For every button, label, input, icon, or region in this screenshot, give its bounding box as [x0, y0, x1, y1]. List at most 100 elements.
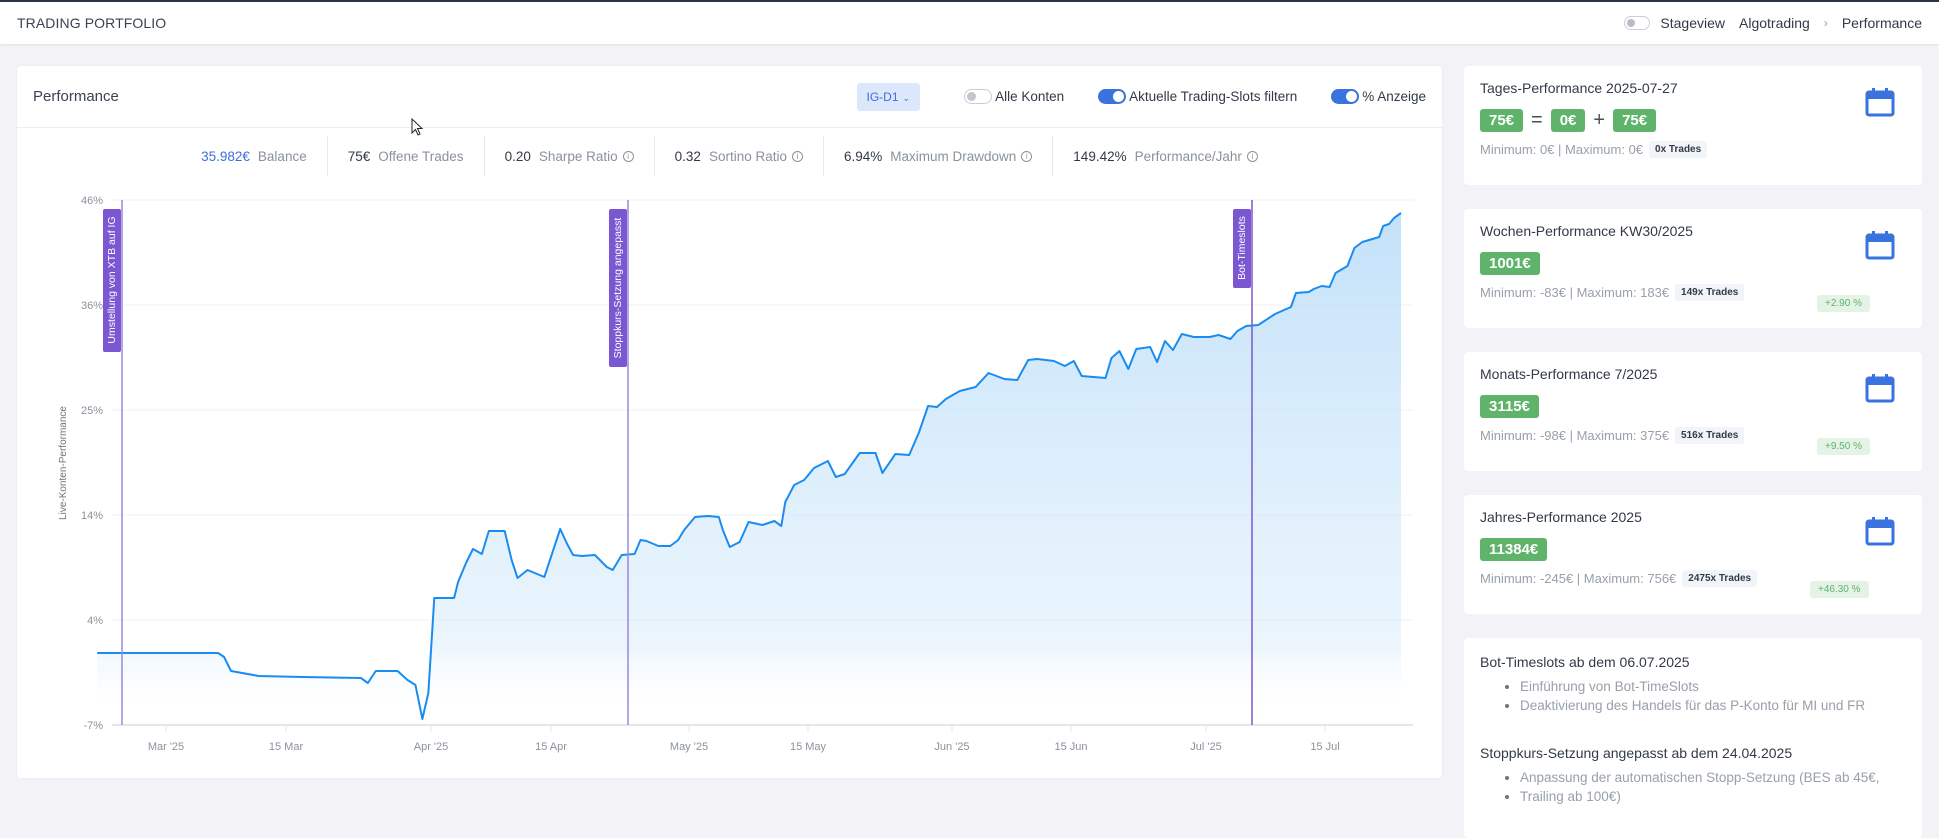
annotation-label: Bot-Timeslots: [1236, 216, 1248, 280]
breadcrumb-performance: Performance: [1841, 15, 1922, 31]
toggle-trading-slots[interactable]: Aktuelle Trading-Slots filtern: [1098, 89, 1297, 104]
stat-value: 0.20: [504, 148, 531, 164]
app-title: TRADING PORTFOLIO: [17, 15, 167, 31]
stageview-toggle[interactable]: [1624, 16, 1651, 30]
calendar-icon[interactable]: [1864, 229, 1896, 261]
calendar-icon[interactable]: [1864, 515, 1896, 547]
annotation-label: Stoppkurs-Setzung angepasst: [612, 218, 624, 359]
annotation-xtb-ig: Umstellung von XTB auf IG: [103, 200, 123, 725]
toggle-percent-display[interactable]: % Anzeige: [1331, 89, 1426, 104]
kpi-value-pill: 3115€: [1480, 395, 1539, 418]
chevron-down-icon: ⌄: [902, 92, 911, 103]
stat-label: Performance/Jahr: [1134, 148, 1242, 164]
stat-balance: 35.982€ Balance: [181, 136, 328, 176]
kpi-card-daily: Tages-Performance 2025-07-27 75€ = 0€ + …: [1464, 66, 1922, 185]
stat-label: Maximum Drawdown: [890, 148, 1017, 164]
performance-chart[interactable]: 46% 36% 25% 14% 4% -7% Live-Konten-Perfo…: [17, 66, 1442, 778]
performance-area: [97, 213, 1401, 719]
stat-label: Sortino Ratio: [708, 148, 787, 164]
pct-badge: +46.30 %: [1810, 581, 1869, 598]
stat-sharpe: 0.20 Sharpe Ratio i: [485, 136, 655, 176]
account-select-value: IG-D1: [866, 89, 899, 104]
stat-max-drawdown: 6.94% Maximum Drawdown i: [824, 136, 1054, 176]
kpi-title: Monats-Performance 7/2025: [1480, 366, 1658, 382]
info-icon[interactable]: i: [1246, 150, 1258, 162]
kpi-value-pill: 75€: [1480, 109, 1524, 132]
stageview-label: Stageview: [1660, 15, 1726, 31]
kpi-values: 1001€: [1480, 252, 1906, 275]
changelog-title: Bot-Timeslots ab dem 06.07.2025: [1480, 654, 1690, 670]
performance-title: Performance: [33, 88, 119, 105]
kpi-minmax: Minimum: -245€ | Maximum: 756€: [1480, 571, 1677, 586]
calendar-icon[interactable]: [1864, 86, 1896, 118]
kpi-value-pill: 11384€: [1480, 538, 1548, 561]
x-tick: 15 Mar: [269, 741, 304, 753]
mouse-cursor-icon: [411, 118, 424, 136]
top-bar: TRADING PORTFOLIO Stageview Algotrading …: [0, 0, 1939, 44]
account-select-button[interactable]: IG-D1 ⌄: [856, 82, 921, 111]
info-icon[interactable]: i: [1021, 150, 1033, 162]
equals-sign: =: [1531, 109, 1543, 131]
changelog-title: Stoppkurs-Setzung angepasst ab dem 24.04…: [1480, 745, 1793, 761]
kpi-value-pill: 0€: [1550, 109, 1586, 132]
plus-sign: +: [1593, 109, 1606, 131]
pct-badge: +9.50 %: [1817, 438, 1870, 455]
stat-value: 35.982€: [201, 148, 250, 164]
toggle-alle-konten[interactable]: Alle Konten: [964, 89, 1064, 104]
stat-value: 0.32: [674, 148, 701, 164]
kpi-meta: Minimum: -245€ | Maximum: 756€ 2475x Trad…: [1480, 570, 1906, 587]
performance-line: [97, 212, 1402, 720]
changelog-item: Einführung von Bot-TimeSlots: [1520, 677, 1906, 696]
kpi-title: Tages-Performance 2025-07-27: [1480, 80, 1678, 96]
y-axis-ticks: 46% 36% 25% 14% 4% -7%: [81, 195, 103, 732]
kpi-minmax: Minimum: 0€ | Maximum: 0€: [1480, 142, 1644, 157]
stat-value: 149.42%: [1073, 148, 1127, 164]
performance-card-header: Performance IG-D1 ⌄ Alle Konten Aktuelle …: [17, 66, 1442, 128]
x-tick: 15 Jun: [1054, 741, 1087, 753]
changelog-item: Deaktivierung des Handels für das P-Kont…: [1520, 696, 1906, 715]
kpi-title: Wochen-Performance KW30/2025: [1480, 223, 1693, 239]
stat-open-trades: 75€ Offene Trades: [328, 136, 485, 176]
info-icon[interactable]: i: [791, 150, 803, 162]
toggle-label: Alle Konten: [995, 89, 1065, 104]
y-tick: 4%: [87, 615, 103, 627]
x-axis-ticks: Mar '25 15 Mar Apr '25 15 Apr May '25 15…: [148, 741, 1340, 753]
kpi-value-pill: 1001€: [1480, 252, 1540, 275]
y-axis-label: Live-Konten-Performance: [58, 406, 69, 520]
toggle-switch[interactable]: [1331, 89, 1360, 104]
trades-badge: 0x Trades: [1649, 141, 1708, 158]
kpi-title: Jahres-Performance 2025: [1480, 509, 1642, 525]
x-tick: 15 May: [790, 741, 827, 753]
breadcrumb-separator: ›: [1823, 16, 1828, 30]
x-tick: Apr '25: [414, 741, 449, 753]
x-tick: 15 Jul: [1310, 741, 1339, 753]
changelog-list: Anpassung der automatischen Stopp-Setzun…: [1480, 768, 1906, 806]
pct-badge: +2.90 %: [1817, 295, 1870, 312]
toggle-switch[interactable]: [964, 89, 993, 104]
stat-label: Balance: [257, 148, 307, 164]
stats-row: 35.982€ Balance 75€ Offene Trades 0.20 Shar…: [17, 136, 1442, 176]
stat-value: 6.94%: [843, 148, 883, 164]
toggle-switch[interactable]: [1098, 89, 1127, 104]
annotation-stoppkurs: Stoppkurs-Setzung angepasst: [609, 200, 629, 725]
stat-label: Sharpe Ratio: [538, 148, 618, 164]
kpi-meta: Minimum: -98€ | Maximum: 375€ 516x Trades: [1480, 427, 1906, 444]
x-tick: Jun '25: [934, 741, 969, 753]
changelog-item: Anpassung der automatischen Stopp-Setzun…: [1520, 768, 1906, 787]
stat-value: 75€: [347, 148, 371, 164]
x-tick-marks: [165, 726, 1326, 732]
kpi-meta: Minimum: -83€ | Maximum: 183€ 149x Trades: [1480, 284, 1906, 301]
kpi-minmax: Minimum: -98€ | Maximum: 375€: [1480, 428, 1670, 443]
kpi-values: 11384€: [1480, 538, 1906, 561]
kpi-card-yearly: Jahres-Performance 2025 11384€ Minimum: …: [1464, 495, 1922, 614]
kpi-values: 3115€: [1480, 395, 1906, 418]
info-icon[interactable]: i: [622, 150, 634, 162]
stat-label: Offene Trades: [378, 148, 464, 164]
kpi-value-pill: 75€: [1613, 109, 1657, 132]
breadcrumb-algotrading[interactable]: Algotrading: [1739, 15, 1810, 31]
calendar-icon[interactable]: [1864, 372, 1896, 404]
y-tick: 14%: [81, 510, 103, 522]
top-right-nav: Stageview Algotrading › Performance: [1624, 15, 1922, 31]
trades-badge: 2475x Trades: [1682, 570, 1758, 587]
annotation-label: Umstellung von XTB auf IG: [106, 216, 118, 343]
